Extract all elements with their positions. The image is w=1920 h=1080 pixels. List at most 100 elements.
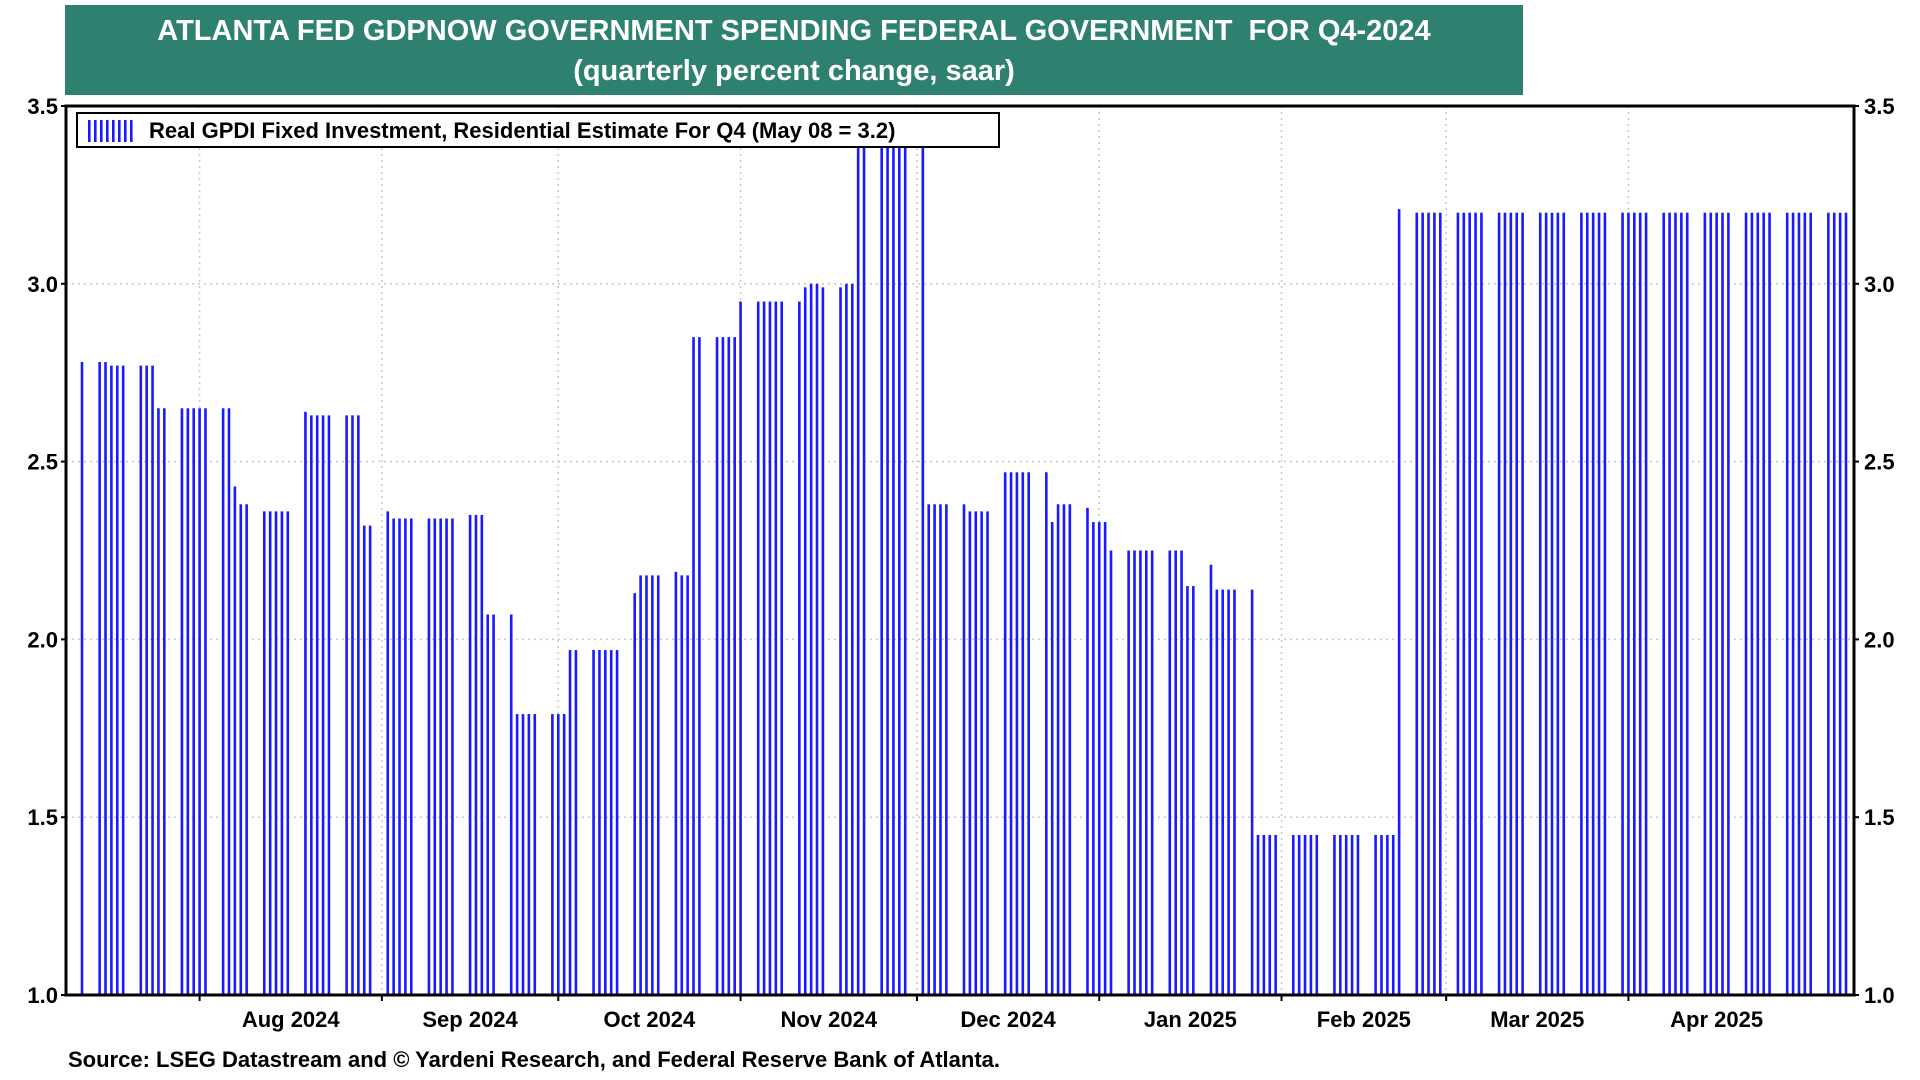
bar [562, 714, 566, 995]
bar [1250, 589, 1254, 995]
bar [1827, 212, 1830, 995]
bar [968, 511, 972, 995]
bar [850, 283, 854, 995]
x-tick-label: Oct 2024 [604, 1007, 696, 1032]
legend-label: Real GPDI Fixed Investment, Residential … [149, 118, 896, 143]
bar [1562, 212, 1566, 995]
bar [633, 593, 637, 995]
bar [345, 415, 348, 995]
source-note: Source: LSEG Datastream and © Yardeni Re… [68, 1047, 1000, 1072]
bar [715, 337, 719, 995]
bar [409, 518, 413, 995]
bar [1421, 212, 1424, 995]
bar [568, 650, 572, 995]
bar [1021, 472, 1025, 995]
bar [1809, 212, 1813, 995]
bar [321, 415, 325, 995]
legend-swatch [88, 120, 133, 142]
bar [651, 575, 654, 995]
bar [1103, 522, 1107, 995]
bar [815, 283, 819, 995]
plot-frame [64, 104, 1856, 997]
bar [656, 575, 660, 995]
bar [1633, 212, 1636, 995]
bar [274, 511, 278, 995]
bar [1009, 472, 1013, 995]
bar [1791, 212, 1795, 995]
bar [351, 415, 354, 995]
bar [845, 283, 848, 995]
x-tick-label: Jan 2025 [1144, 1007, 1237, 1032]
bar [1315, 834, 1319, 995]
bar [368, 525, 372, 995]
bar [1468, 212, 1471, 995]
bar [686, 575, 689, 995]
legend: Real GPDI Fixed Investment, Residential … [76, 112, 1000, 148]
bar [1844, 212, 1848, 995]
bar [1303, 834, 1307, 995]
bar [480, 514, 484, 995]
bar [1832, 212, 1836, 995]
bar [927, 504, 931, 995]
bar [1374, 834, 1377, 995]
chart-title: ATLANTA FED GDPNOW GOVERNMENT SPENDING F… [157, 15, 1431, 47]
legend-swatch-bar [94, 120, 97, 142]
bar [1068, 504, 1072, 995]
y-tick-label-right: 1.5 [1864, 805, 1895, 830]
bar [939, 504, 942, 995]
bar [163, 408, 166, 995]
bar [1274, 834, 1277, 995]
bar [486, 614, 490, 995]
bar [556, 714, 560, 995]
bar [862, 141, 866, 995]
bar [1062, 504, 1066, 995]
bar [1597, 212, 1601, 995]
bar [1291, 834, 1295, 995]
bar [1144, 550, 1148, 995]
bar [1433, 212, 1436, 995]
bar [1515, 212, 1519, 995]
bar [1150, 550, 1154, 995]
bar [1768, 212, 1771, 995]
y-tick-label-right: 3.0 [1864, 272, 1895, 297]
y-tick-label-left: 2.5 [27, 450, 58, 475]
bar [1215, 589, 1219, 995]
bar [1015, 472, 1019, 995]
bar [1627, 212, 1630, 995]
bar [245, 504, 248, 995]
bar [1438, 212, 1442, 995]
legend-swatch-bar [100, 120, 103, 142]
legend-swatch-bar [88, 120, 91, 142]
bar [1186, 586, 1189, 995]
bar [1662, 212, 1666, 995]
bar [768, 301, 772, 996]
bar [1521, 212, 1524, 995]
bar [280, 511, 284, 995]
bar [945, 504, 948, 995]
bar [839, 287, 842, 996]
bar [1715, 212, 1718, 995]
bar [1585, 212, 1589, 995]
bar [1550, 212, 1554, 995]
bars-layer [80, 141, 1848, 996]
x-tick-label: Nov 2024 [780, 1007, 877, 1032]
bar [1397, 209, 1401, 995]
bar [186, 408, 190, 995]
bar [239, 504, 243, 995]
bar [1109, 550, 1113, 995]
bar [639, 575, 642, 995]
bar [774, 301, 778, 996]
bar [980, 511, 983, 995]
bar [1744, 212, 1748, 995]
bar [1262, 834, 1266, 995]
bar [1674, 212, 1677, 995]
bar [1427, 212, 1430, 995]
bar [1227, 589, 1230, 995]
bar [721, 337, 725, 995]
bar [739, 301, 742, 996]
bar [427, 518, 431, 995]
bar [1339, 834, 1342, 995]
bar [1680, 212, 1683, 995]
x-tick-label: Dec 2024 [960, 1007, 1056, 1032]
